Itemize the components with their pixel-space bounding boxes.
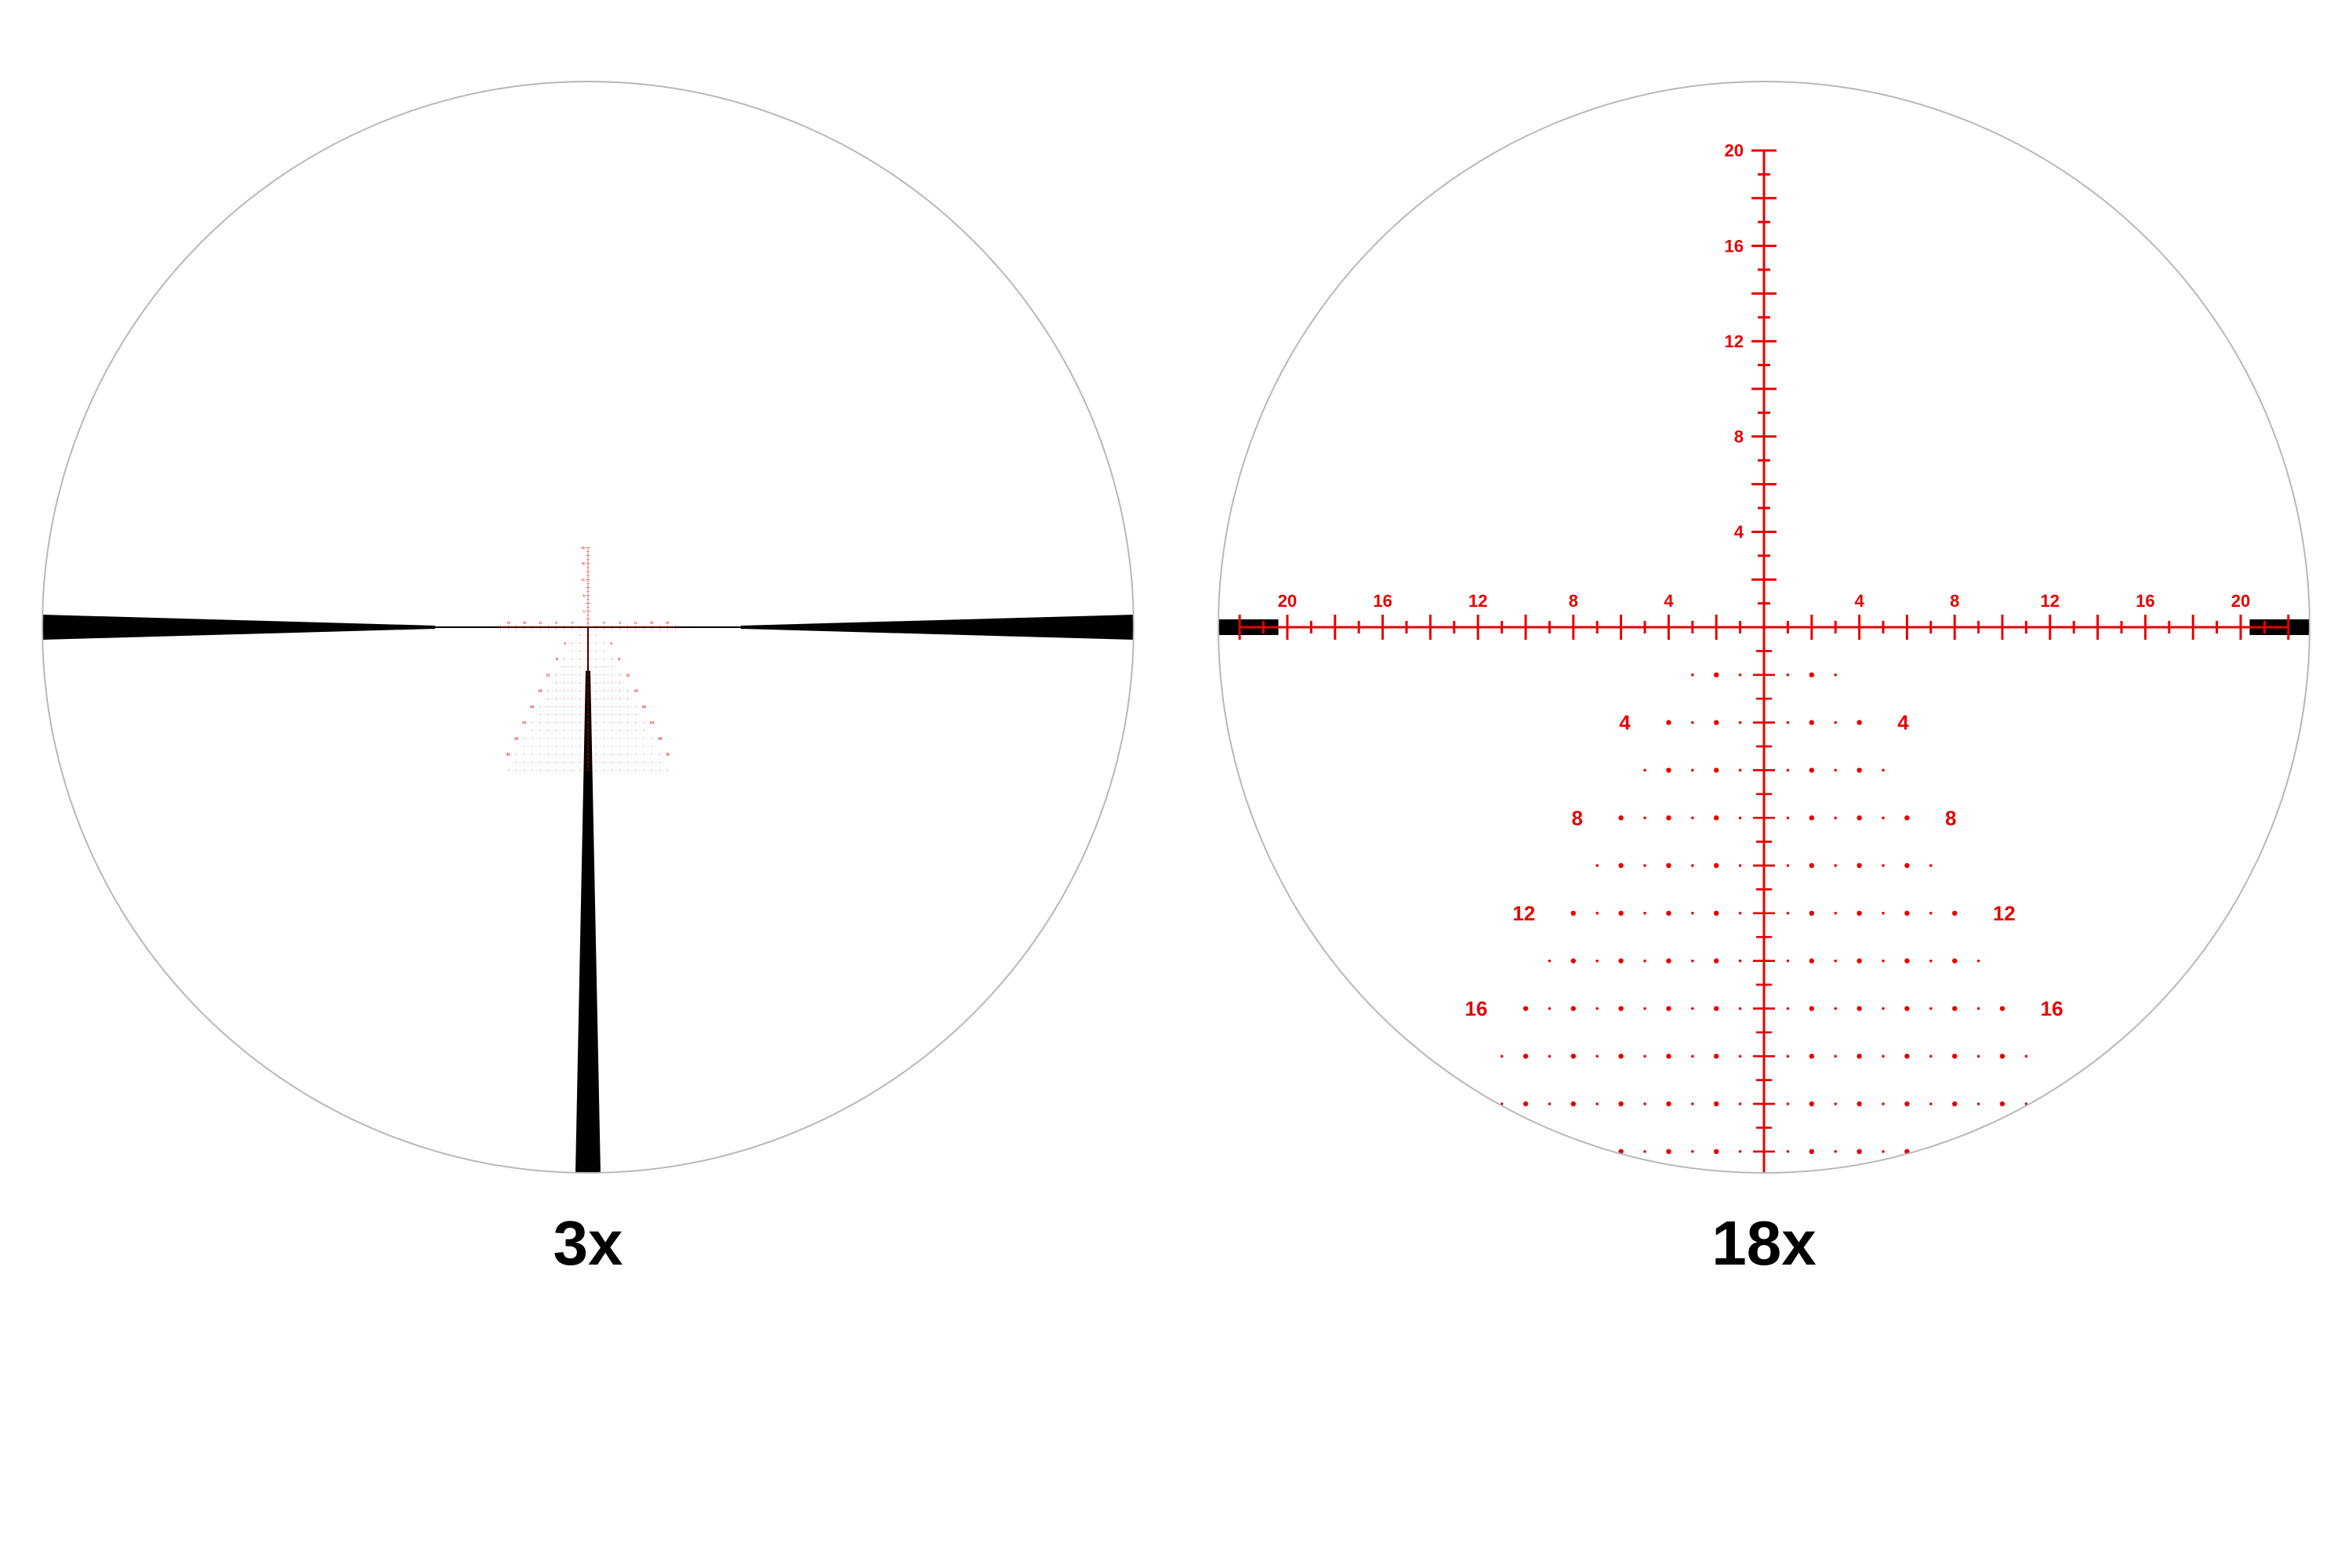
stage: 4 4 8 8 12 12 16 16 20 20 4 8 12 16 20 4 4 8 8 12 12 16 16 20 20… <box>0 0 2352 1568</box>
svg-text:8: 8 <box>619 622 621 625</box>
svg-text:20: 20 <box>642 705 646 709</box>
scope-3x: 4 4 8 8 12 12 16 16 20 20 4 8 12 16 20 4 4 8 8 12 12 16 16 20 20… <box>39 78 1137 1176</box>
svg-text:20: 20 <box>1725 141 1744 161</box>
svg-text:24: 24 <box>522 720 526 724</box>
svg-text:8: 8 <box>1950 591 1959 611</box>
svg-text:16: 16 <box>1725 236 1744 256</box>
svg-text:20: 20 <box>582 546 585 550</box>
svg-text:12: 12 <box>1993 902 2016 925</box>
svg-text:20: 20 <box>1417 1092 1440 1116</box>
svg-text:4: 4 <box>1619 711 1631 735</box>
svg-text:20: 20 <box>507 622 510 625</box>
svg-text:12: 12 <box>582 578 585 581</box>
svg-text:16: 16 <box>523 622 526 625</box>
svg-text:4: 4 <box>572 622 574 625</box>
svg-text:16: 16 <box>538 689 542 693</box>
svg-text:20: 20 <box>2088 1092 2111 1116</box>
svg-text:8: 8 <box>1734 427 1744 447</box>
svg-text:8: 8 <box>619 657 621 661</box>
svg-text:8: 8 <box>1945 806 1956 829</box>
svg-text:4: 4 <box>583 610 586 613</box>
svg-text:4: 4 <box>1664 591 1674 611</box>
svg-text:8: 8 <box>1571 806 1582 829</box>
svg-text:8: 8 <box>556 657 558 661</box>
svg-text:16: 16 <box>2136 591 2154 611</box>
svg-text:8: 8 <box>1569 591 1578 611</box>
svg-text:16: 16 <box>1373 591 1392 611</box>
svg-text:12: 12 <box>1725 332 1744 351</box>
scope-18x: 4 4 8 8 12 12 16 16 20 20 4 8 12 16 20 4 4 8 8 12 12 16 16 20 20… <box>1215 78 2313 1176</box>
svg-text:4: 4 <box>564 641 566 645</box>
caption-18x: 18x <box>1176 1207 2352 1279</box>
svg-text:12: 12 <box>1512 902 1535 925</box>
svg-text:12: 12 <box>546 673 550 677</box>
scope-18x-wrap: 4 4 8 8 12 12 16 16 20 20 4 8 12 16 20 4 4 8 8 12 12 16 16 20 20… <box>1176 78 2352 1279</box>
svg-text:28: 28 <box>514 736 518 740</box>
svg-text:16: 16 <box>634 689 638 693</box>
svg-text:4: 4 <box>1734 522 1744 542</box>
svg-text:32: 32 <box>666 753 670 757</box>
svg-text:20: 20 <box>530 705 534 709</box>
caption-3x: 3x <box>0 1207 1176 1279</box>
svg-text:16: 16 <box>1465 997 1487 1021</box>
svg-text:8: 8 <box>583 594 585 597</box>
svg-text:8: 8 <box>555 622 557 625</box>
svg-text:20: 20 <box>1278 591 1297 611</box>
svg-text:4: 4 <box>1854 591 1864 611</box>
svg-text:12: 12 <box>2041 591 2060 611</box>
scope-3x-wrap: 4 4 8 8 12 12 16 16 20 20 4 8 12 16 20 4 4 8 8 12 12 16 16 20 20… <box>0 78 1176 1279</box>
svg-text:28: 28 <box>658 736 662 740</box>
svg-text:32: 32 <box>506 753 510 757</box>
svg-text:16: 16 <box>650 622 653 625</box>
svg-text:4: 4 <box>603 622 605 625</box>
svg-text:12: 12 <box>626 673 630 677</box>
svg-text:12: 12 <box>634 622 637 625</box>
svg-text:20: 20 <box>666 622 669 625</box>
svg-text:4: 4 <box>1897 711 1909 735</box>
svg-text:12: 12 <box>1468 591 1487 611</box>
svg-text:16: 16 <box>582 562 585 565</box>
svg-text:20: 20 <box>2231 591 2250 611</box>
svg-text:12: 12 <box>539 622 542 625</box>
svg-text:4: 4 <box>610 641 612 645</box>
svg-text:24: 24 <box>650 720 654 724</box>
svg-text:16: 16 <box>2041 997 2063 1021</box>
